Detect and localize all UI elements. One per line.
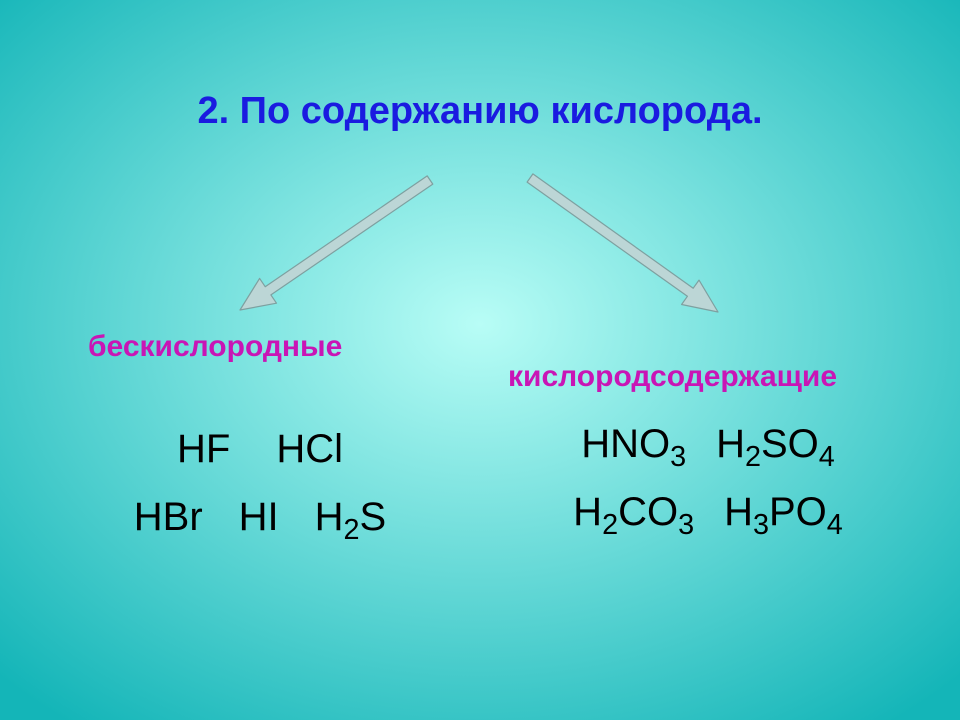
left-branch-label: бескислородные bbox=[88, 330, 342, 364]
slide-title: 2. По содержанию кислорода. bbox=[0, 90, 960, 133]
right-branch-label: кислородсодержащие bbox=[508, 360, 837, 394]
left-formulas: HFHClHBrHIH2S bbox=[70, 415, 450, 551]
right-formulas: HNO3H2SO4H2CO3H3PO4 bbox=[498, 410, 918, 546]
slide-content: 2. По содержанию кислорода. бескислородн… bbox=[0, 0, 960, 720]
formula-line: HFHCl bbox=[70, 415, 450, 483]
arrow-left bbox=[200, 140, 470, 350]
formula-line: HBrHIH2S bbox=[70, 483, 450, 551]
formula-line: HNO3H2SO4 bbox=[498, 410, 918, 478]
formula-line: H2CO3H3PO4 bbox=[498, 478, 918, 546]
arrow-right bbox=[490, 138, 758, 352]
